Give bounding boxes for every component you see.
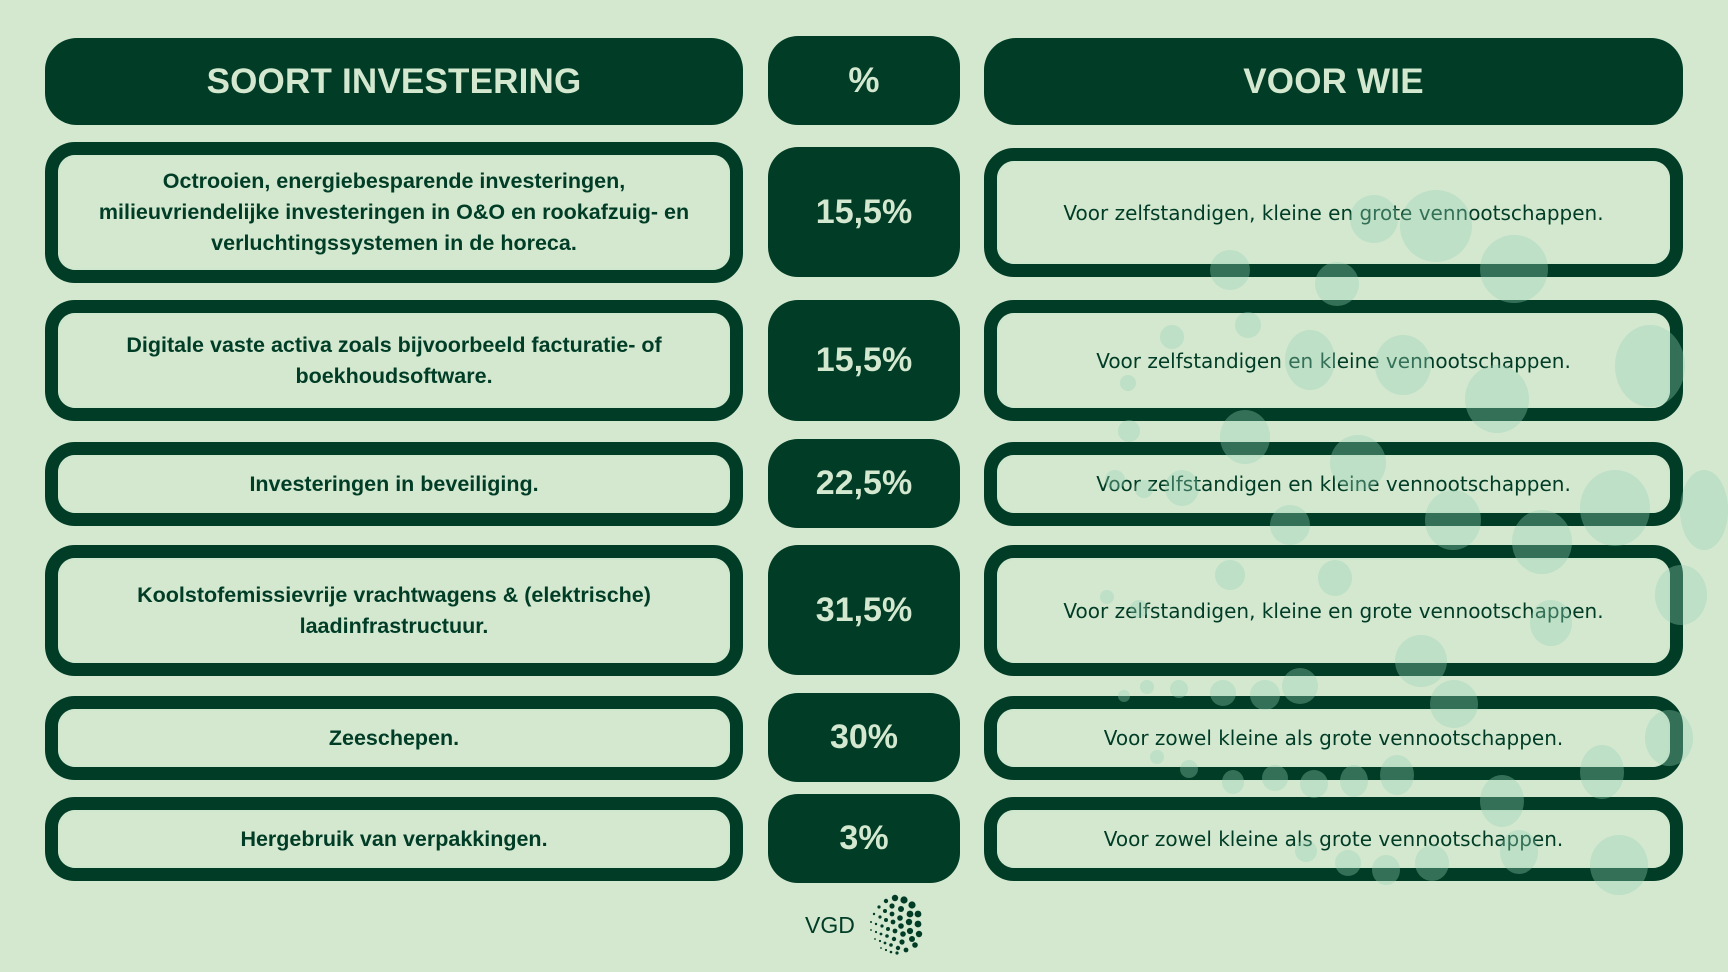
row-1-type: Octrooien, energiebesparende investering… (45, 142, 743, 283)
row-2-who-text: Voor zelfstandigen en kleine vennootscha… (1096, 348, 1571, 373)
header-who: VOOR WIE (984, 38, 1683, 125)
row-1-who-text: Voor zelfstandigen, kleine en grote venn… (1063, 200, 1604, 225)
row-6-type: Hergebruik van verpakkingen. (45, 797, 743, 881)
row-3-type: Investeringen in beveiliging. (45, 442, 743, 526)
row-5-who: Voor zowel kleine als grote vennootschap… (984, 696, 1683, 780)
row-4-pct: 31,5% (768, 545, 960, 675)
header-type: SOORT INVESTERING (45, 38, 743, 125)
row-3-who-text: Voor zelfstandigen en kleine vennootscha… (1096, 472, 1571, 496)
row-6-type-text: Hergebruik van verpakkingen. (240, 826, 548, 851)
row-6-pct-value: 3% (839, 819, 889, 857)
row-5-type: Zeeschepen. (45, 696, 743, 780)
row-1-pct: 15,5% (768, 147, 960, 277)
row-6-pct: 3% (768, 794, 960, 883)
row-3-pct-value: 22,5% (815, 464, 913, 502)
row-6-who-text: Voor zowel kleine als grote vennootschap… (1103, 827, 1564, 851)
row-3-pct: 22,5% (768, 439, 960, 528)
header-pct-label: % (848, 60, 880, 100)
logo-text: VGD (805, 911, 855, 938)
row-1-type-text: Octrooien, energiebesparende investering… (98, 169, 690, 255)
vgd-logo: VGD (805, 892, 927, 958)
row-2-who: Voor zelfstandigen en kleine vennootscha… (984, 300, 1683, 421)
row-4-who: Voor zelfstandigen, kleine en grote venn… (984, 545, 1683, 676)
row-4-type-text: Koolstofemissievrije vrachtwagens & (ele… (137, 582, 651, 638)
row-2-pct-value: 15,5% (815, 341, 913, 379)
row-4-pct-value: 31,5% (815, 590, 913, 629)
header-pct: % (768, 36, 960, 125)
row-4-type: Koolstofemissievrije vrachtwagens & (ele… (45, 545, 743, 676)
dotted-sphere-icon (869, 894, 923, 955)
row-3-type-text: Investeringen in beveiliging. (249, 471, 539, 496)
row-4-who-text: Voor zelfstandigen, kleine en grote venn… (1063, 598, 1604, 623)
row-5-pct: 30% (768, 693, 960, 782)
row-5-pct-value: 30% (829, 718, 899, 756)
row-2-pct: 15,5% (768, 300, 960, 421)
row-3-who: Voor zelfstandigen en kleine vennootscha… (984, 442, 1683, 526)
row-1-who: Voor zelfstandigen, kleine en grote venn… (984, 148, 1683, 277)
header-type-label: SOORT INVESTERING (206, 61, 582, 101)
row-5-type-text: Zeeschepen. (328, 725, 460, 750)
row-2-type-text: Digitale vaste activa zoals bijvoorbeeld… (126, 332, 662, 388)
row-2-type: Digitale vaste activa zoals bijvoorbeeld… (45, 300, 743, 421)
row-1-pct-value: 15,5% (815, 192, 913, 231)
row-5-who-text: Voor zowel kleine als grote vennootschap… (1103, 726, 1564, 750)
header-who-label: VOOR WIE (1243, 61, 1424, 101)
row-6-who: Voor zowel kleine als grote vennootschap… (984, 797, 1683, 881)
